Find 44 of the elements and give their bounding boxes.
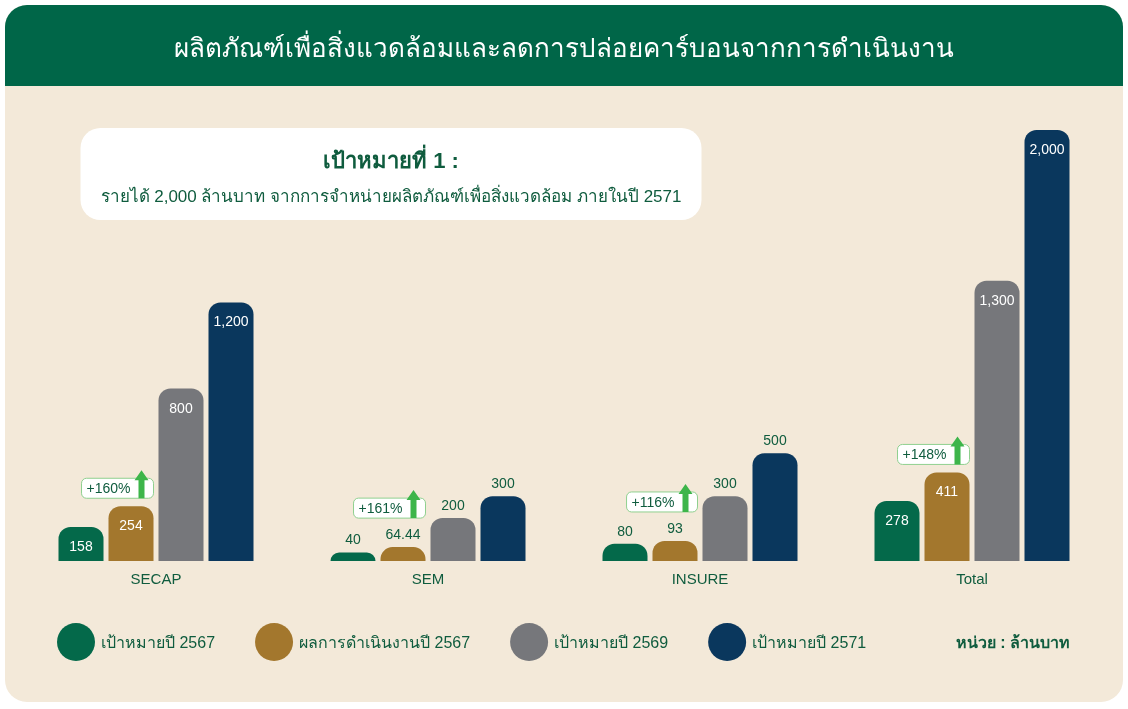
data-label: 200: [441, 496, 465, 513]
chart-title: ผลิตภัณฑ์เพื่อสิ่งแวดล้อมและลดการปล่อยคาร์บอนจากการดำเนินงาน: [174, 30, 954, 63]
text: เป้าหมายที่ 1 :: [323, 144, 459, 173]
data-label: 93: [667, 519, 683, 536]
bar: [874, 501, 920, 561]
x-tick-label: INSURE: [671, 570, 729, 587]
legend-label: เป้าหมายปี 2571: [752, 634, 867, 651]
x-tick-label: Total: [956, 570, 988, 587]
annotation: +160%: [86, 480, 131, 497]
data-label: 40: [345, 531, 361, 548]
data-label: 1,300: [979, 291, 1015, 308]
text: หน่วย : ล้านบาท: [955, 634, 1070, 651]
bar: [752, 453, 798, 561]
annotation: +148%: [902, 446, 947, 463]
x-tick-label: SECAP: [130, 570, 182, 587]
data-label: 254: [119, 517, 143, 534]
data-label: 411: [935, 483, 959, 500]
bar: [108, 506, 154, 561]
bar: [430, 517, 476, 561]
bar: [58, 526, 104, 561]
data-label: 278: [885, 512, 909, 529]
data-label: 80: [617, 522, 633, 539]
data-label: 800: [169, 399, 193, 416]
annotation: รายได้ 2,000 ล้านบาท จากการจำหน่ายผลิตภัณฑ์เพื่อสิ่งแวดล้อม ภายในปี 2571: [100, 184, 682, 206]
legend-label: เป้าหมายปี 2569: [554, 634, 669, 651]
data-label: 64.44: [385, 526, 421, 543]
legend-label: ผลการดำเนินงานปี 2567: [299, 634, 471, 651]
data-label: 158: [69, 537, 93, 554]
data-label: 300: [713, 475, 737, 492]
legend-label: เป้าหมายปี 2567: [101, 634, 216, 651]
bar: [924, 472, 970, 561]
bar: [1024, 130, 1070, 561]
data-label: 500: [763, 432, 787, 449]
annotation: +161%: [358, 500, 403, 517]
x-tick-label: SEM: [411, 570, 445, 587]
data-label: 1,200: [213, 313, 249, 330]
bar: [158, 388, 204, 561]
bar: [480, 496, 526, 561]
bar: [702, 496, 748, 561]
annotation: +116%: [631, 493, 675, 510]
data-label: 300: [491, 475, 515, 492]
bar: [208, 302, 254, 561]
data-label: 2,000: [1029, 141, 1065, 157]
bar: [974, 280, 1020, 561]
